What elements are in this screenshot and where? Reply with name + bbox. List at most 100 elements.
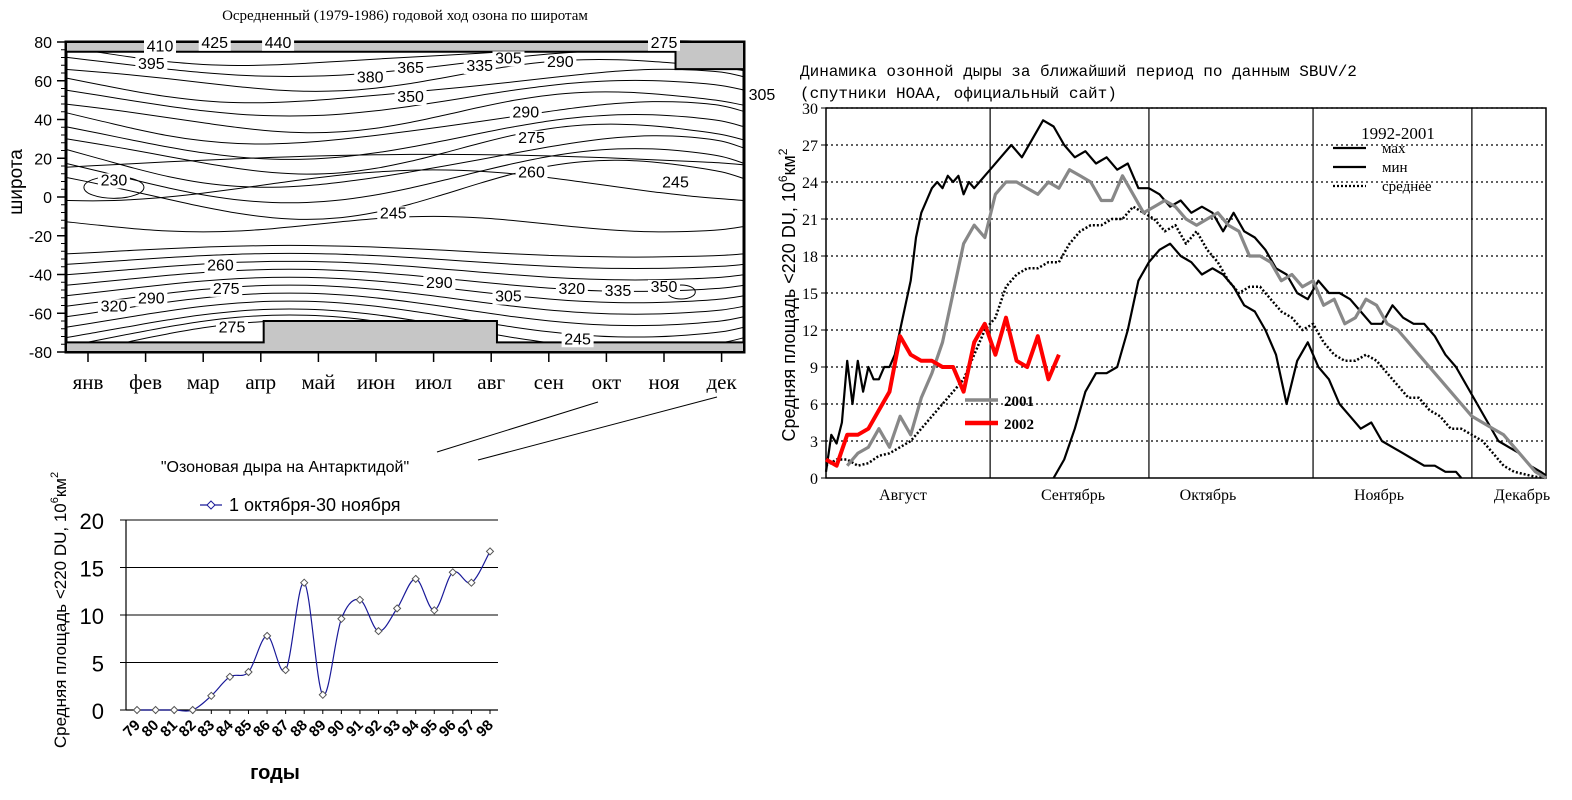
annual-title: "Озоновая дыра на Антарктидой" [161, 459, 409, 476]
contour-label: 335 [466, 58, 493, 75]
dynamics-y-tick-label: 21 [802, 212, 818, 229]
data-point-marker [392, 604, 402, 613]
contour-label-bg [198, 35, 231, 51]
contour-x-tick-label: янв [73, 370, 104, 394]
contour-label-bg [659, 175, 692, 191]
contour-label: 230 [101, 172, 128, 189]
dynamics-title-line-2: (спутники НОАА, официальный сайт) [800, 85, 1117, 103]
data-point-marker [225, 672, 235, 682]
contour-y-tick-label: 80 [34, 35, 52, 52]
contour-label-bg [262, 35, 295, 51]
legend-group-title: 1992-2001 [1361, 124, 1435, 143]
contour-label-bg [97, 299, 130, 315]
data-point-marker [299, 578, 309, 587]
isoline-south [65, 252, 745, 269]
data-point-marker [281, 665, 290, 675]
contour-label-bg [515, 165, 548, 181]
contour-label: 245 [380, 205, 407, 222]
contour-label: 320 [558, 281, 585, 298]
contour-y-tick-label: 40 [34, 113, 52, 130]
contour-y-tick-label: -80 [29, 345, 52, 362]
contour-label-bg [354, 70, 387, 86]
contour-label: 305 [495, 50, 522, 67]
contour-label-bg [210, 281, 243, 297]
contour-label: 395 [138, 56, 165, 73]
annual-y-tick-label: 20 [80, 509, 104, 534]
contour-label-bg [544, 55, 577, 71]
dynamics-y-tick-label: 9 [810, 360, 818, 377]
contour-label-bg [515, 130, 548, 146]
isoline-equator [65, 215, 745, 233]
contour-label: 275 [518, 130, 545, 147]
series-label-2002: 2002 [1004, 417, 1034, 433]
data-point-marker [188, 705, 197, 715]
contour-label-bg [555, 281, 588, 297]
contour-label: 290 [426, 275, 453, 292]
dynamics-y-tick-label: 24 [802, 175, 818, 192]
contour-x-tick-label: окт [592, 370, 622, 394]
contour-y-tick-label: -20 [29, 229, 52, 246]
annual-y-tick-label: 0 [92, 699, 104, 724]
data-point-marker [207, 691, 216, 701]
contour-x-tick-label: авг [477, 370, 505, 394]
dynamics-y-tick-label: 0 [810, 471, 818, 488]
annual-chart: "Озоновая дыра на Антарктидой" 1 октября-… [49, 459, 498, 784]
annual-legend-label: 1 октября-30 ноября [229, 495, 401, 515]
contour-label-bg [377, 206, 410, 222]
contour-label-bg [492, 289, 525, 305]
contour-label: 440 [265, 35, 292, 52]
isoline-south [65, 284, 745, 315]
contour-label: 245 [662, 174, 689, 191]
dynamics-y-axis-label: Средняя площадь <220 DU, 106км2 [776, 148, 799, 441]
isoline-north [65, 91, 745, 134]
isoline-north [65, 59, 745, 92]
legend-marker [206, 500, 216, 510]
contour-label-bg [204, 258, 237, 274]
data-point-marker [467, 578, 476, 587]
contour-label: 290 [138, 291, 165, 308]
contour-label-bg [97, 173, 130, 189]
legend-item-label: мин [1382, 160, 1408, 176]
data-point-marker [374, 626, 383, 636]
dynamics-month-label: Август [879, 487, 927, 504]
isoline-south [65, 244, 745, 258]
dynamics-month-label: Декабрь [1494, 487, 1550, 504]
contour-x-tick-label: июл [415, 370, 452, 394]
series-min-line [1052, 242, 1463, 479]
contour-chart: Осредненный (1979-1986) годовой ход озон… [6, 8, 778, 461]
polar-night-north [65, 41, 745, 71]
data-point-marker [244, 667, 253, 677]
contour-label: 410 [147, 39, 174, 56]
contour-label-bg [135, 291, 168, 307]
dynamics-y-tick-label: 3 [810, 434, 818, 451]
contour-y-tick-label: 20 [34, 151, 52, 168]
contour-x-tick-label: май [302, 370, 336, 394]
isoline-equator [65, 153, 745, 168]
isoline-south [65, 292, 745, 327]
contour-label: 365 [397, 60, 424, 77]
contour-label: 245 [564, 331, 591, 348]
data-point-marker [169, 705, 179, 715]
data-point-marker [151, 705, 160, 715]
contour-label-bg [394, 90, 427, 106]
contour-label: 275 [219, 320, 246, 337]
contour-y-tick-label: 0 [43, 190, 52, 207]
contour-label-bg [648, 279, 680, 295]
isoline-south [65, 268, 745, 292]
series-label-2001: 2001 [1004, 394, 1034, 410]
isoline-equator [65, 169, 745, 202]
contour-label-bg [492, 51, 525, 67]
contour-label: 290 [547, 54, 574, 71]
contour-label: 335 [605, 283, 632, 300]
contour-label-bg [423, 276, 456, 292]
dynamics-month-label: Ноябрь [1354, 487, 1404, 504]
contour-x-tick-label: сен [534, 370, 564, 394]
dynamics-y-tick-label: 18 [802, 249, 818, 266]
data-point-marker [448, 568, 458, 577]
contour-x-tick-label: дек [706, 370, 737, 394]
isoline-south [65, 260, 745, 281]
series-mean-line [825, 205, 1547, 480]
annual-x-axis-label: годы [250, 762, 300, 784]
dynamics-y-tick-label: 27 [802, 138, 818, 155]
